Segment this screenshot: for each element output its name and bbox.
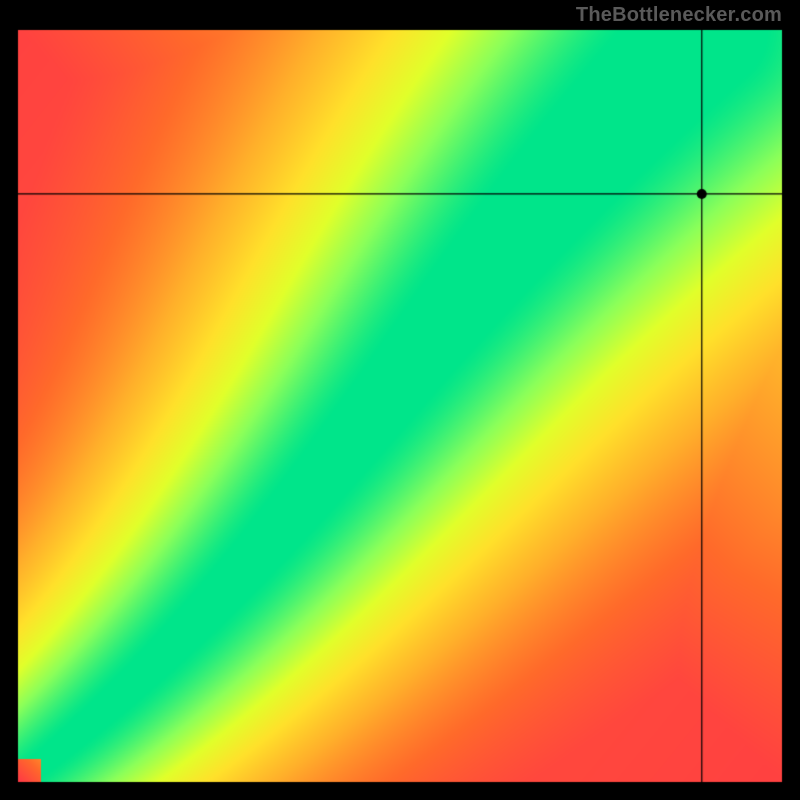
- heatmap-canvas: [0, 0, 800, 800]
- chart-container: TheBottlenecker.com: [0, 0, 800, 800]
- watermark-label: TheBottlenecker.com: [576, 4, 782, 27]
